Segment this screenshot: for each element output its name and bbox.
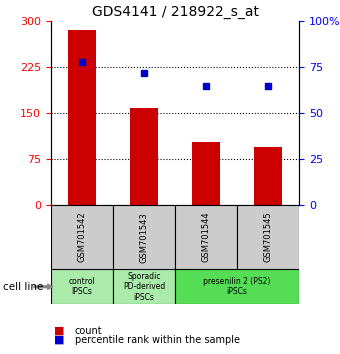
Text: ■: ■ <box>54 326 65 336</box>
Bar <box>51 269 113 304</box>
Bar <box>192 142 220 205</box>
Bar <box>175 269 299 304</box>
Bar <box>237 205 299 269</box>
Bar <box>254 147 282 205</box>
Text: GSM701544: GSM701544 <box>202 212 210 263</box>
Title: GDS4141 / 218922_s_at: GDS4141 / 218922_s_at <box>91 5 259 19</box>
Bar <box>51 205 113 269</box>
Text: percentile rank within the sample: percentile rank within the sample <box>75 335 240 345</box>
Text: GSM701545: GSM701545 <box>264 212 273 263</box>
Text: Sporadic
PD-derived
iPSCs: Sporadic PD-derived iPSCs <box>123 272 165 302</box>
Bar <box>113 269 175 304</box>
Text: presenilin 2 (PS2)
iPSCs: presenilin 2 (PS2) iPSCs <box>203 277 271 296</box>
Text: control
IPSCs: control IPSCs <box>69 277 96 296</box>
Text: count: count <box>75 326 102 336</box>
Text: GSM701543: GSM701543 <box>140 212 149 263</box>
Text: cell line: cell line <box>3 282 44 292</box>
Bar <box>68 30 96 205</box>
Bar <box>113 205 175 269</box>
Text: ■: ■ <box>54 335 65 345</box>
Bar <box>175 205 237 269</box>
Bar <box>130 108 158 205</box>
Text: GSM701542: GSM701542 <box>78 212 86 263</box>
